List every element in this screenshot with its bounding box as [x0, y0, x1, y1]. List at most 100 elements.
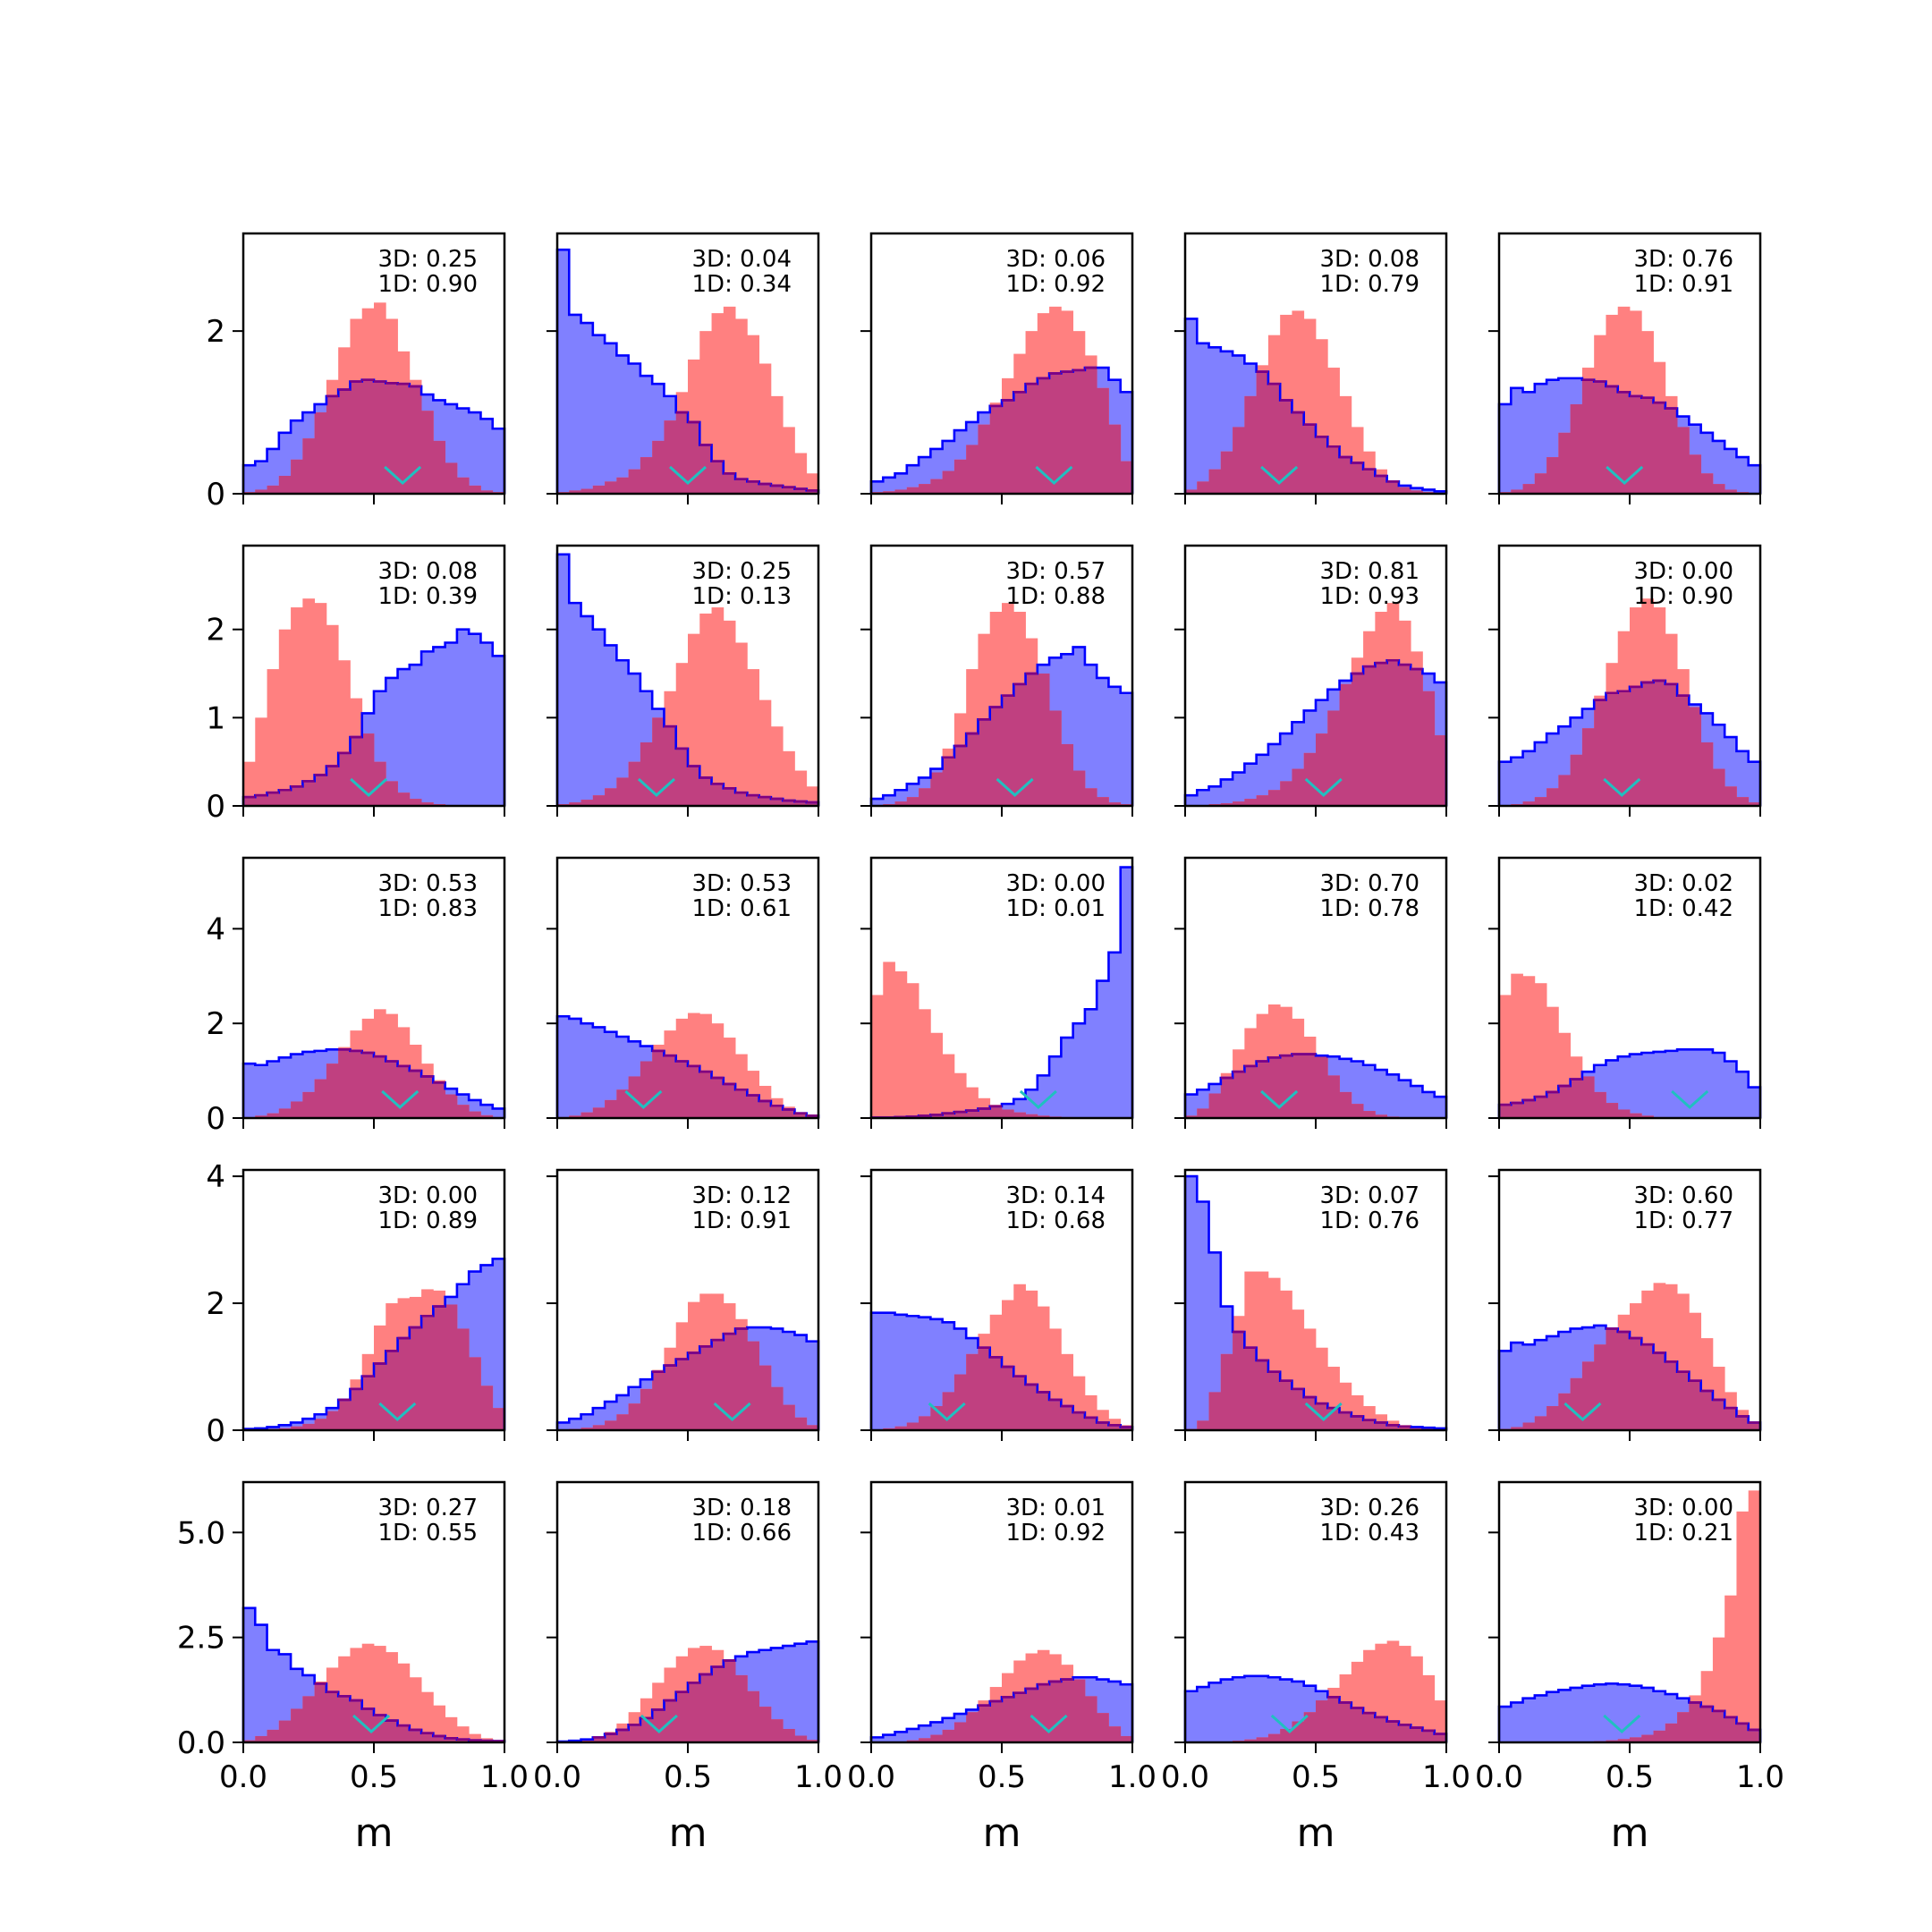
overlap-bar: [350, 1700, 363, 1742]
overlap-bar: [806, 1425, 819, 1430]
red-bar: [871, 995, 884, 1118]
truth-marker: [928, 1402, 966, 1422]
overlap-bar: [469, 485, 481, 494]
red-bar: [397, 1663, 411, 1742]
blue-bar: [1120, 867, 1133, 1118]
blue-bar: [1724, 1061, 1737, 1118]
blue-bar: [1120, 1684, 1133, 1742]
overlap-bar: [326, 1691, 339, 1742]
overlap-bar: [966, 733, 979, 806]
blue-bar: [1244, 1675, 1258, 1742]
annotation-1d: 1D: 0.39: [378, 583, 478, 610]
blue-bar: [906, 465, 919, 494]
overlap-bar: [374, 1056, 386, 1118]
overlap-bar: [640, 741, 653, 806]
overlap-bar: [664, 1055, 677, 1118]
overlap-bar: [883, 491, 895, 494]
overlap-bar: [302, 438, 316, 494]
overlap-bar: [1220, 803, 1233, 806]
overlap-bar: [640, 457, 653, 494]
blue-bar: [783, 1646, 795, 1742]
overlap-bar: [1339, 457, 1352, 494]
x-tick-label: 0.5: [1606, 1759, 1654, 1795]
overlap-bar: [1049, 710, 1062, 806]
overlap-bar: [1339, 683, 1352, 806]
overlap-bar: [1617, 392, 1631, 494]
overlap-bar: [1606, 1328, 1619, 1430]
overlap-bar: [1594, 381, 1606, 494]
overlap-bar: [723, 1660, 736, 1742]
overlap-bar: [433, 440, 446, 494]
overlap-bar: [1363, 1713, 1376, 1742]
overlap-bar: [652, 717, 665, 806]
overlap-bar: [338, 1696, 351, 1742]
overlap-bar: [747, 1690, 760, 1742]
overlap-bar: [361, 379, 375, 494]
overlap-bar: [794, 801, 808, 806]
x-tick-label: 0.0: [533, 1759, 581, 1795]
blue-bar: [255, 1624, 267, 1742]
overlap-bar: [1185, 1115, 1198, 1118]
blue-bar: [1197, 1687, 1209, 1742]
overlap-bar: [1197, 1108, 1209, 1118]
blue-bar: [871, 799, 884, 806]
annotation-1d: 1D: 0.83: [378, 895, 478, 922]
blue-bar: [883, 1312, 895, 1430]
overlap-bar: [953, 459, 967, 494]
red-bar: [735, 642, 748, 806]
overlap-bar: [374, 381, 386, 494]
overlap-bar: [361, 1708, 375, 1742]
annotation-1d: 1D: 0.34: [692, 271, 792, 298]
overlap-step-outline: [1689, 1701, 1760, 1732]
truth-marker: [1030, 1714, 1068, 1734]
overlap-bar: [770, 485, 784, 494]
blue-bar: [1197, 1201, 1209, 1430]
overlap-bar: [1386, 481, 1400, 494]
red-bar: [906, 983, 919, 1118]
truth-marker: [668, 465, 708, 486]
blue-bar: [386, 677, 398, 806]
overlap-bar: [1630, 686, 1642, 806]
annotation-1d: 1D: 0.88: [1006, 583, 1106, 610]
overlap-bar: [1617, 691, 1631, 806]
blue-bar: [1534, 1695, 1547, 1742]
overlap-bar: [783, 1404, 795, 1430]
overlap-bar: [469, 1357, 481, 1430]
blue-bar: [605, 1031, 617, 1118]
overlap-bar: [1327, 446, 1340, 494]
red-bar: [783, 750, 795, 806]
overlap-bar: [919, 788, 931, 806]
overlap-bar: [1233, 801, 1245, 806]
overlap-bar: [445, 1738, 458, 1742]
overlap-bar: [1351, 1416, 1364, 1430]
overlap-bar: [445, 1094, 458, 1118]
overlap-bar: [1641, 1344, 1654, 1430]
overlap-histogram: [1499, 680, 1761, 806]
overlap-bar: [1665, 1361, 1678, 1430]
overlap-bar: [1736, 1416, 1750, 1430]
overlap-bar: [386, 383, 398, 494]
blue-bar: [480, 642, 494, 806]
x-tick-label: 0.0: [1475, 1759, 1523, 1795]
blue-bar: [1522, 1344, 1536, 1430]
overlap-bar: [675, 1061, 689, 1118]
blue-bar: [1434, 491, 1447, 494]
overlap-step-outline: [652, 1327, 748, 1373]
blue-bar: [469, 633, 481, 806]
overlap-bar: [1037, 1684, 1050, 1742]
blue-bar: [569, 603, 581, 806]
overlap-bar: [894, 1426, 908, 1430]
overlap-bar: [1677, 1712, 1690, 1742]
blue-bar: [278, 1057, 292, 1118]
blue-bar: [1072, 647, 1086, 806]
red-bar: [314, 603, 327, 806]
overlap-bar: [989, 405, 1003, 494]
blue-bar: [1736, 457, 1750, 494]
overlap-histogram: [243, 733, 470, 806]
overlap-bar: [1558, 1086, 1572, 1118]
overlap-bar: [747, 795, 760, 806]
blue-bar: [1712, 440, 1725, 494]
overlap-bar: [397, 384, 411, 494]
overlap-bar: [652, 1371, 665, 1430]
